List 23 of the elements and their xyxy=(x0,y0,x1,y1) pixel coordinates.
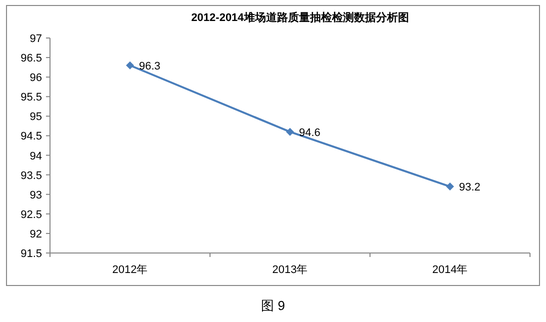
x-tick-label: 2012年 xyxy=(112,264,148,276)
y-tick-label: 97 xyxy=(30,33,42,45)
y-tick-label: 91.5 xyxy=(20,248,42,260)
caption: 图 9 xyxy=(261,298,285,313)
data-label: 94.6 xyxy=(299,126,320,139)
y-tick-label: 96.5 xyxy=(20,52,42,65)
point xyxy=(126,61,134,70)
data-label: 93.2 xyxy=(459,182,480,194)
y-tick-label: 93.5 xyxy=(20,170,42,182)
point xyxy=(446,182,454,191)
point xyxy=(286,128,294,136)
x-tick-label: 2013年 xyxy=(272,264,308,276)
y-tick-label: 93 xyxy=(30,189,42,202)
y-tick-label: 95 xyxy=(30,111,42,124)
y-tick-label: 92 xyxy=(30,228,42,240)
chart-title: 2012-2014堆场道路质量抽检检测数据分析图 xyxy=(191,11,409,24)
y-tick-label: 96 xyxy=(30,72,42,84)
data-label: 96.3 xyxy=(139,60,160,72)
y-tick-label: 92.5 xyxy=(20,208,42,221)
y-tick-label: 94 xyxy=(30,150,42,162)
y-tick-label: 95.5 xyxy=(20,92,42,104)
y-tick-label: 94.5 xyxy=(20,130,42,143)
x-tick-label: 2014年 xyxy=(432,264,468,276)
